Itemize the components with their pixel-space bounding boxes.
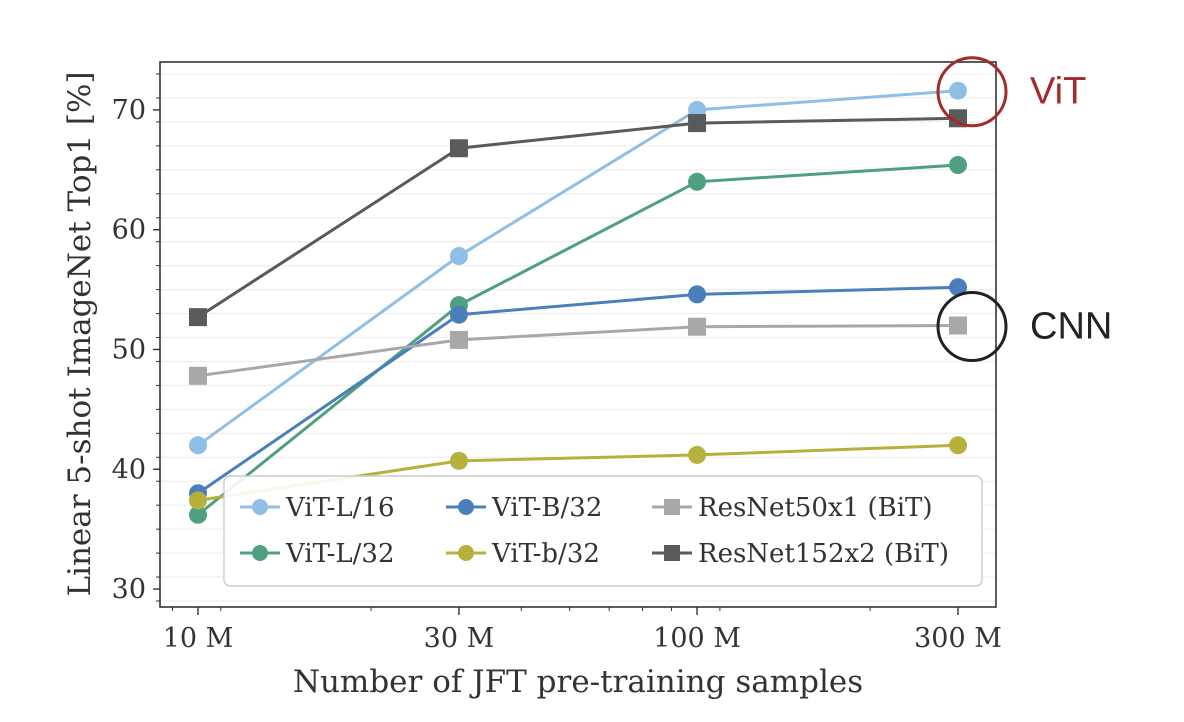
legend-item: ViT-b/32 xyxy=(446,539,600,569)
x-tick-label: 30 M xyxy=(424,623,495,654)
annotation-layer: ViT CNN xyxy=(936,56,1112,363)
data-point xyxy=(449,247,468,266)
legend-item: ViT-B/32 xyxy=(446,493,602,523)
data-point xyxy=(949,81,967,100)
x-axis: 10 M 30 M 100 M 300 M xyxy=(163,607,1002,654)
legend-item: ResNet50x1 (BiT) xyxy=(652,493,933,523)
highlight-circle xyxy=(936,56,1008,128)
series-vit-l-32 xyxy=(189,156,967,524)
legend-label: ViT-L/32 xyxy=(285,539,395,569)
y-tick-label: 30 xyxy=(112,574,146,605)
annotation-label: ViT xyxy=(1030,71,1086,113)
data-point xyxy=(688,114,707,133)
legend-item: ViT-L/32 xyxy=(240,539,395,569)
legend-swatch-marker xyxy=(252,499,268,515)
legend: ViT-L/16 ViT-B/32 ResNet50x1 (BiT) ViT-L/32… xyxy=(223,475,983,587)
data-point xyxy=(189,366,207,385)
legend-label: ResNet50x1 (BiT) xyxy=(698,493,933,523)
series-vit-b-32 xyxy=(189,278,967,503)
series-resnet152x2-bit xyxy=(189,109,967,327)
y-tick-label: 50 xyxy=(112,334,146,365)
legend-box xyxy=(223,475,983,587)
x-axis-label: Number of JFT pre-training samples xyxy=(293,664,863,700)
data-point xyxy=(688,172,707,191)
y-axis: 30 40 50 60 70 xyxy=(112,73,160,605)
legend-swatch-marker xyxy=(664,545,680,561)
legend-label: ViT-L/16 xyxy=(285,493,395,523)
data-point xyxy=(949,436,967,455)
data-point xyxy=(449,305,468,324)
data-point xyxy=(189,491,207,510)
series-line xyxy=(197,116,959,319)
data-point xyxy=(949,278,967,297)
data-point xyxy=(189,308,207,327)
series-line xyxy=(197,324,959,378)
x-tick-label: 100 M xyxy=(653,623,741,654)
annotation-label: CNN xyxy=(1030,306,1112,348)
series-line xyxy=(197,89,959,447)
data-point xyxy=(688,317,707,336)
x-tick-label: 10 M xyxy=(163,623,234,654)
data-point xyxy=(449,139,468,158)
data-point xyxy=(949,316,967,335)
legend-item: ResNet152x2 (BiT) xyxy=(652,539,949,569)
highlight-circle xyxy=(936,291,1008,363)
data-point xyxy=(449,451,468,470)
y-axis-label: Linear 5-shot ImageNet Top1 [%] xyxy=(62,71,98,596)
legend-swatch-marker xyxy=(458,545,474,561)
legend-swatch-marker xyxy=(664,499,680,515)
data-point xyxy=(449,330,468,349)
x-tick-label: 300 M xyxy=(914,623,1002,654)
y-tick-label: 60 xyxy=(112,215,146,246)
series-resnet50x1-bit xyxy=(189,316,967,385)
data-point xyxy=(949,156,967,175)
data-point xyxy=(949,109,967,128)
series-line xyxy=(197,285,959,495)
data-point xyxy=(688,445,707,464)
series-line xyxy=(197,163,959,516)
y-tick-label: 70 xyxy=(112,95,146,126)
series-vit-l-16 xyxy=(189,81,967,455)
plot-frame xyxy=(159,61,997,608)
legend-item: ViT-L/16 xyxy=(240,493,395,523)
legend-label: ResNet152x2 (BiT) xyxy=(698,539,949,569)
data-point xyxy=(189,505,207,524)
legend-swatch-marker xyxy=(252,545,268,561)
legend-label: ViT-B/32 xyxy=(491,493,602,523)
data-point xyxy=(189,436,207,455)
data-point xyxy=(688,285,707,304)
y-tick-label: 40 xyxy=(112,454,146,485)
legend-swatch-marker xyxy=(458,499,474,515)
legend-label: ViT-b/32 xyxy=(491,539,600,569)
